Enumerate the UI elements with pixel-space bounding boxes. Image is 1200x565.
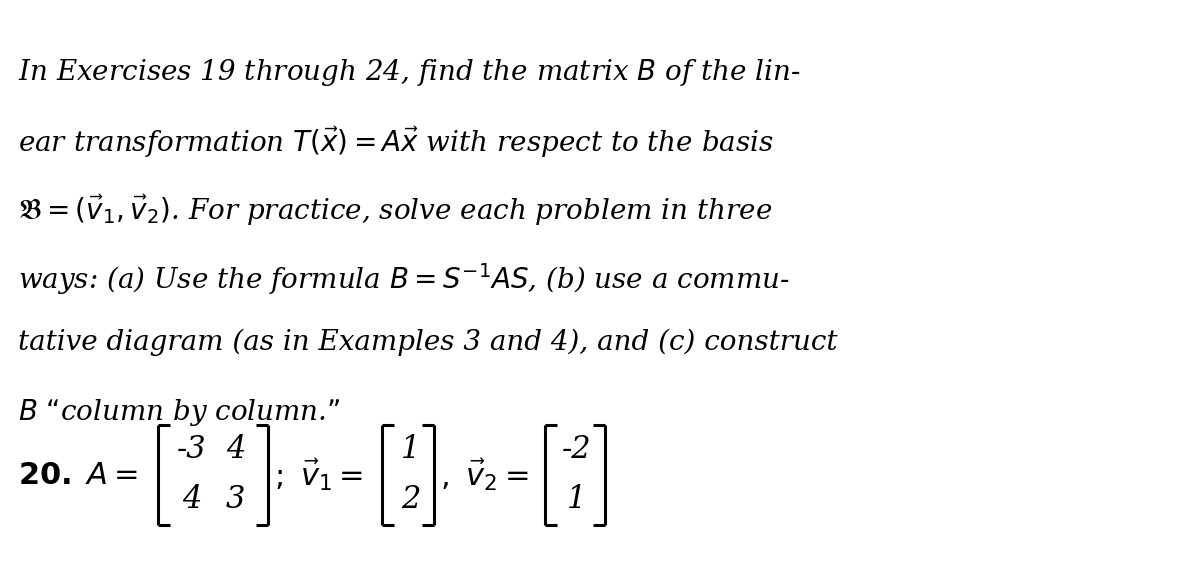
Text: 2: 2 bbox=[401, 485, 420, 515]
Text: $;\ \vec{v}_1 =$: $;\ \vec{v}_1 =$ bbox=[274, 457, 364, 493]
Text: 1: 1 bbox=[566, 485, 586, 515]
Text: -2: -2 bbox=[562, 434, 592, 466]
Text: 4: 4 bbox=[226, 434, 245, 466]
Text: $B$ “column by column.”: $B$ “column by column.” bbox=[18, 397, 341, 428]
Text: ways: (a) Use the formula $B = S^{-1}AS$, (b) use a commu-: ways: (a) Use the formula $B = S^{-1}AS$… bbox=[18, 261, 790, 297]
Text: 1: 1 bbox=[401, 434, 420, 466]
Text: $,\ \vec{v}_2 =$: $,\ \vec{v}_2 =$ bbox=[440, 457, 529, 493]
Text: 4: 4 bbox=[181, 485, 202, 515]
Text: tative diagram (as in Examples 3 and 4), and (c) construct: tative diagram (as in Examples 3 and 4),… bbox=[18, 329, 838, 357]
Text: -3: -3 bbox=[176, 434, 206, 466]
Text: $\mathfrak{B} = (\vec{v}_1, \vec{v}_2)$. For practice, solve each problem in thr: $\mathfrak{B} = (\vec{v}_1, \vec{v}_2)$.… bbox=[18, 193, 773, 228]
Text: $A =$: $A =$ bbox=[85, 459, 138, 490]
Text: 3: 3 bbox=[226, 485, 245, 515]
Text: $\mathbf{20.}$: $\mathbf{20.}$ bbox=[18, 459, 71, 490]
Text: In Exercises 19 through 24, find the matrix $B$ of the lin-: In Exercises 19 through 24, find the mat… bbox=[18, 57, 800, 88]
Text: ear transformation $T(\vec{x}) = A\vec{x}$ with respect to the basis: ear transformation $T(\vec{x}) = A\vec{x… bbox=[18, 125, 774, 160]
